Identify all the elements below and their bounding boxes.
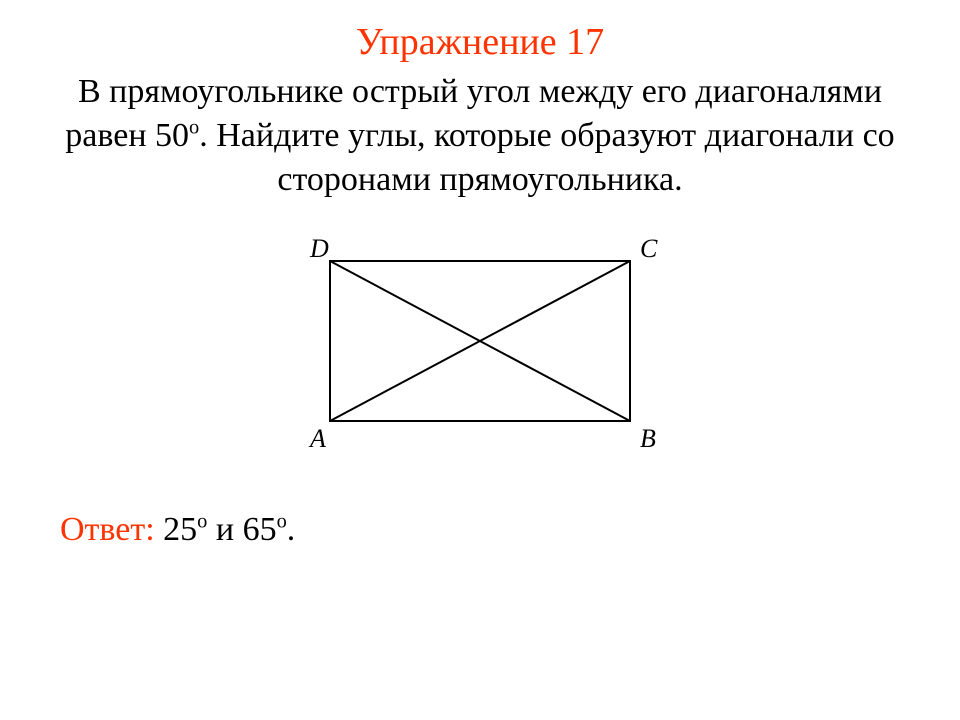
vertex-label-a: A <box>308 424 326 453</box>
vertex-label-d: D <box>309 234 329 263</box>
vertex-label-b: B <box>640 424 656 453</box>
vertex-label-c: C <box>640 234 658 263</box>
answer-value: 25о и 65о. <box>163 511 295 548</box>
exercise-title: Упражнение 17 <box>0 20 960 64</box>
figure-container: D C A B <box>0 221 960 481</box>
rectangle-diagonals-figure: D C A B <box>270 221 690 481</box>
answer-line: Ответ: 25о и 65о. <box>60 511 960 549</box>
problem-text: В прямоугольнике острый угол между его д… <box>40 70 920 203</box>
answer-label: Ответ: <box>60 511 155 548</box>
slide: Упражнение 17 В прямоугольнике острый уг… <box>0 0 960 720</box>
